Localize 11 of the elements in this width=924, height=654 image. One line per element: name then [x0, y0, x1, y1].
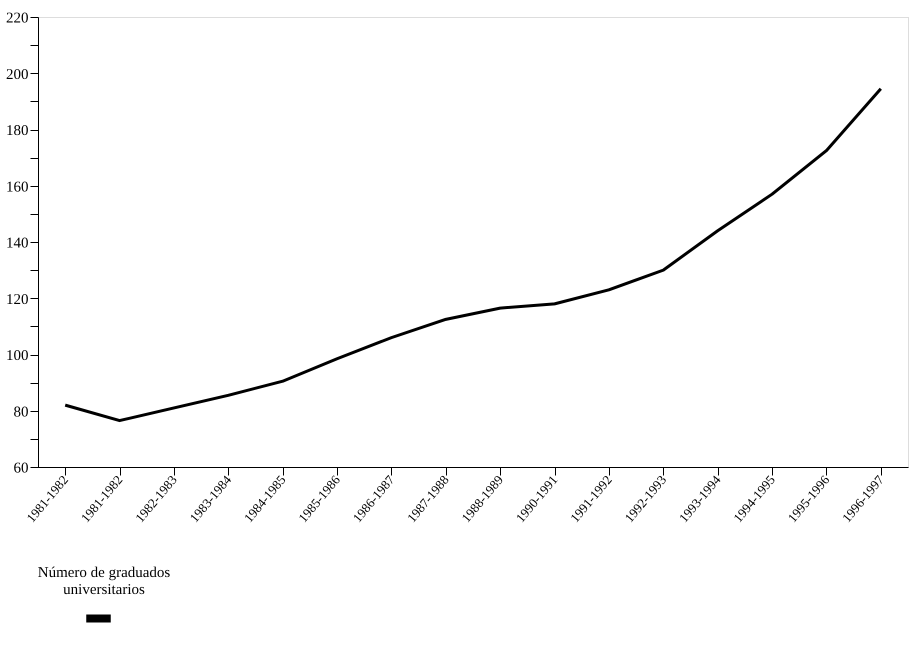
y-tick-label: 120	[6, 292, 28, 308]
line-series	[64, 87, 882, 422]
y-tick-label: 180	[6, 123, 28, 139]
y-tick-label: 160	[6, 179, 28, 196]
y-tick-label: 80	[14, 404, 28, 420]
y-tick-label: 100	[6, 348, 28, 364]
y-tick-label: 200	[6, 66, 28, 83]
y-tick-label: 220	[6, 10, 28, 26]
text: Número de graduados universitarios	[38, 565, 170, 598]
y-tick-label: 140	[6, 236, 28, 252]
y-tick-label: 60	[14, 460, 28, 476]
